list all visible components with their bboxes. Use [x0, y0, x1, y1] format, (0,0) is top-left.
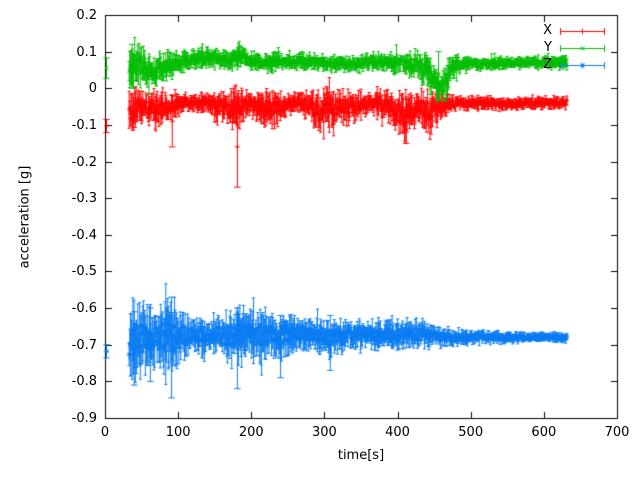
legend-label-x: X	[543, 23, 552, 38]
y-tick-label: -0.6	[71, 301, 97, 317]
x-tick-label: 500	[458, 425, 484, 440]
y-tick-label: -0.9	[71, 411, 97, 426]
y-tick-label: -0.3	[71, 191, 97, 207]
x-tick-label: 0	[100, 425, 110, 440]
x-tick-label: 700	[604, 425, 630, 440]
y-tick-label: 0.1	[76, 44, 97, 60]
y-tick-label: -0.8	[71, 374, 97, 390]
legend-label-z: Z	[543, 57, 552, 72]
y-tick-label: -0.7	[71, 337, 97, 353]
y-axis-title: acceleration [g]	[17, 165, 33, 269]
x-tick-label: 200	[238, 425, 264, 440]
x-tick-label: 300	[312, 425, 337, 440]
y-tick-label: -0.2	[71, 154, 97, 170]
y-tick-label: -0.1	[71, 117, 97, 133]
x-tick-label: 100	[165, 425, 191, 440]
y-tick-label: 0.2	[76, 8, 97, 23]
y-tick-label: -0.4	[71, 227, 97, 243]
x-axis-title: time[s]	[337, 448, 385, 463]
legend-label-y: Y	[544, 40, 552, 55]
x-tick-label: 400	[385, 425, 410, 440]
y-tick-label: -0.5	[71, 264, 97, 280]
x-tick-label: 600	[531, 425, 557, 440]
y-tick-label: 0	[88, 81, 97, 97]
